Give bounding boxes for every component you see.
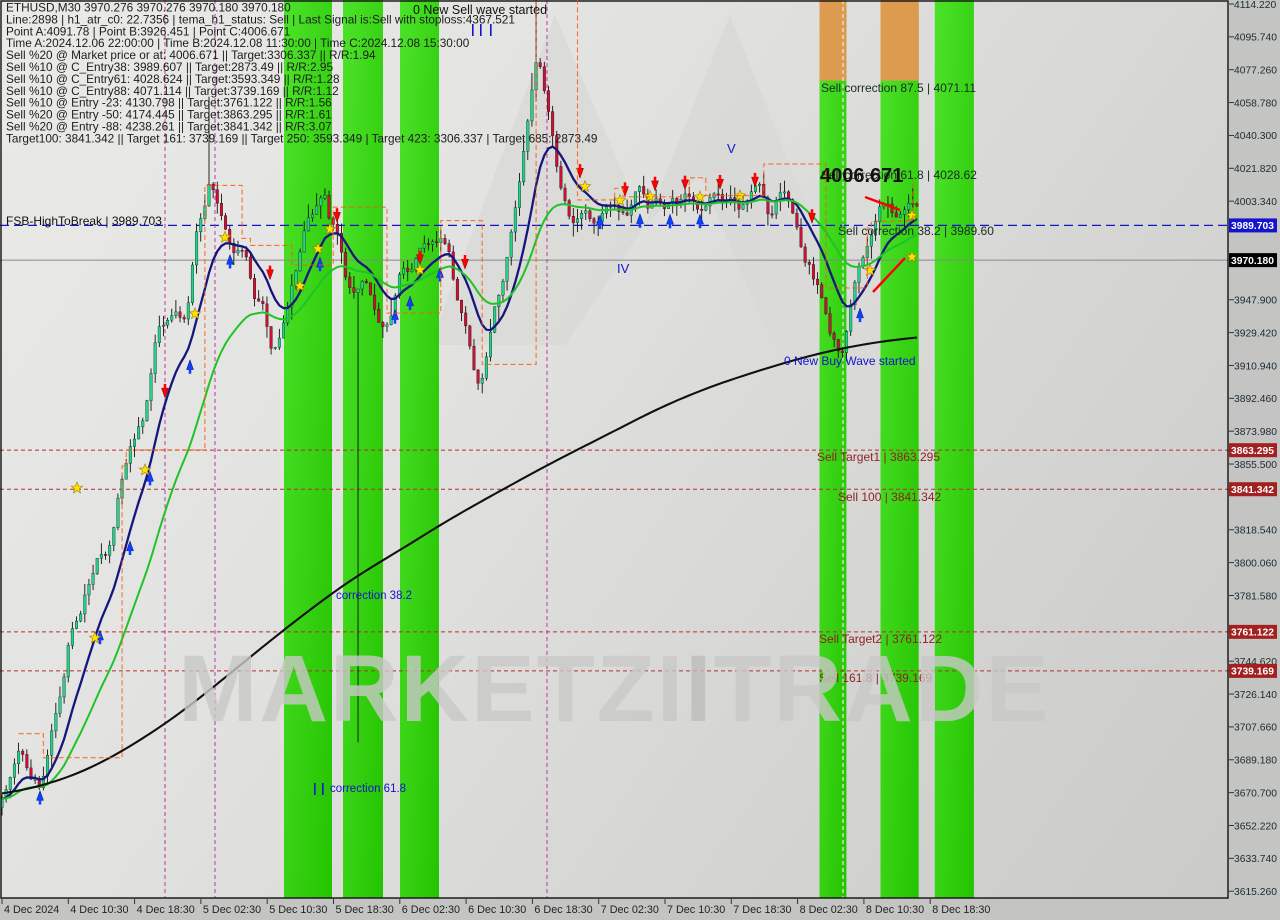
svg-text:4 Dec 10:30: 4 Dec 10:30	[70, 904, 128, 916]
svg-text:6 Dec 02:30: 6 Dec 02:30	[402, 904, 460, 916]
svg-text:Sell Target1 | 3863.295: Sell Target1 | 3863.295	[817, 450, 940, 464]
svg-text:5 Dec 02:30: 5 Dec 02:30	[203, 904, 261, 916]
svg-text:3947.900: 3947.900	[1234, 296, 1277, 307]
svg-text:4021.820: 4021.820	[1234, 164, 1277, 175]
svg-text:3670.700: 3670.700	[1234, 788, 1277, 799]
svg-text:5 Dec 10:30: 5 Dec 10:30	[269, 904, 327, 916]
svg-text:3800.060: 3800.060	[1234, 558, 1277, 569]
svg-text:3841.342: 3841.342	[1231, 485, 1274, 496]
svg-text:3873.980: 3873.980	[1234, 427, 1277, 438]
svg-text:3615.260: 3615.260	[1234, 887, 1277, 898]
svg-text:3855.500: 3855.500	[1234, 460, 1277, 471]
svg-text:8 Dec 10:30: 8 Dec 10:30	[866, 904, 924, 916]
svg-text:correction 61.8: correction 61.8	[330, 783, 406, 795]
svg-text:Target100: 3841.342 || Target: Target100: 3841.342 || Target 161: 3739.…	[6, 131, 597, 145]
svg-text:4006.671: 4006.671	[820, 165, 903, 187]
svg-text:3892.460: 3892.460	[1234, 394, 1277, 405]
svg-text:4058.780: 4058.780	[1234, 98, 1277, 109]
svg-text:3652.220: 3652.220	[1234, 821, 1277, 832]
svg-text:FSB-HighToBreak | 3989.703: FSB-HighToBreak | 3989.703	[6, 214, 162, 228]
svg-text:6 Dec 10:30: 6 Dec 10:30	[468, 904, 526, 916]
svg-text:3707.660: 3707.660	[1234, 723, 1277, 734]
svg-text:3633.740: 3633.740	[1234, 854, 1277, 865]
svg-text:3761.122: 3761.122	[1231, 628, 1274, 639]
svg-text:0 New Sell wave started: 0 New Sell wave started	[413, 3, 547, 17]
svg-text:4040.300: 4040.300	[1234, 131, 1277, 142]
svg-text:IV: IV	[617, 261, 630, 276]
svg-text:3818.540: 3818.540	[1234, 526, 1277, 537]
svg-text:4 Dec 18:30: 4 Dec 18:30	[137, 904, 195, 916]
svg-text:3689.180: 3689.180	[1234, 756, 1277, 767]
svg-text:Sell 100 | 3841.342: Sell 100 | 3841.342	[838, 490, 942, 504]
svg-text:3781.580: 3781.580	[1234, 591, 1277, 602]
svg-text:3970.180: 3970.180	[1231, 256, 1274, 267]
svg-text:3863.295: 3863.295	[1231, 446, 1274, 457]
svg-text:3726.140: 3726.140	[1234, 690, 1277, 701]
svg-text:3739.169: 3739.169	[1231, 667, 1274, 678]
svg-text:4095.740: 4095.740	[1234, 33, 1277, 44]
svg-text:Sell correction 38.2 | 3989.60: Sell correction 38.2 | 3989.60	[838, 224, 994, 238]
svg-text:7 Dec 02:30: 7 Dec 02:30	[601, 904, 659, 916]
svg-text:4114.220: 4114.220	[1234, 0, 1276, 11]
svg-text:V: V	[727, 141, 736, 156]
svg-text:6 Dec 18:30: 6 Dec 18:30	[534, 904, 592, 916]
svg-text:4077.260: 4077.260	[1234, 66, 1277, 77]
svg-text:3910.940: 3910.940	[1234, 361, 1277, 372]
svg-text:Sell correction 87.5 | 4071.11: Sell correction 87.5 | 4071.11	[821, 81, 976, 95]
svg-text:0 New Buy Wave started: 0 New Buy Wave started	[784, 354, 916, 368]
svg-text:5 Dec 18:30: 5 Dec 18:30	[336, 904, 394, 916]
svg-text:3989.703: 3989.703	[1231, 221, 1274, 232]
svg-text:8 Dec 18:30: 8 Dec 18:30	[932, 904, 990, 916]
svg-text:correction 38.2: correction 38.2	[336, 590, 412, 602]
svg-text:8 Dec 02:30: 8 Dec 02:30	[800, 904, 858, 916]
svg-text:7 Dec 18:30: 7 Dec 18:30	[733, 904, 791, 916]
svg-text:4003.340: 4003.340	[1234, 197, 1277, 208]
svg-text:7 Dec 10:30: 7 Dec 10:30	[667, 904, 725, 916]
svg-text:3929.420: 3929.420	[1234, 328, 1277, 339]
svg-text:4 Dec 2024: 4 Dec 2024	[4, 904, 59, 916]
